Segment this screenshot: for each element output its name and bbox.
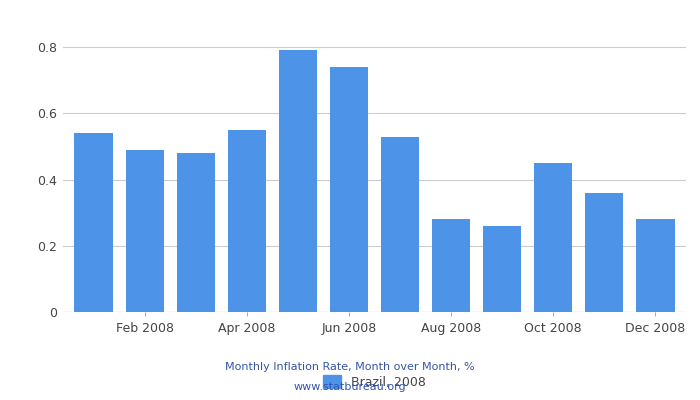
Bar: [228, 130, 266, 312]
Text: www.statbureau.org: www.statbureau.org: [294, 382, 406, 392]
Bar: [74, 133, 113, 312]
Bar: [432, 219, 470, 312]
Bar: [279, 50, 317, 312]
Bar: [381, 136, 419, 312]
Bar: [176, 153, 215, 312]
Bar: [483, 226, 522, 312]
Bar: [534, 163, 573, 312]
Text: Monthly Inflation Rate, Month over Month, %: Monthly Inflation Rate, Month over Month…: [225, 362, 475, 372]
Bar: [330, 67, 368, 312]
Bar: [125, 150, 164, 312]
Legend: Brazil, 2008: Brazil, 2008: [318, 370, 431, 394]
Bar: [636, 219, 675, 312]
Bar: [585, 193, 624, 312]
